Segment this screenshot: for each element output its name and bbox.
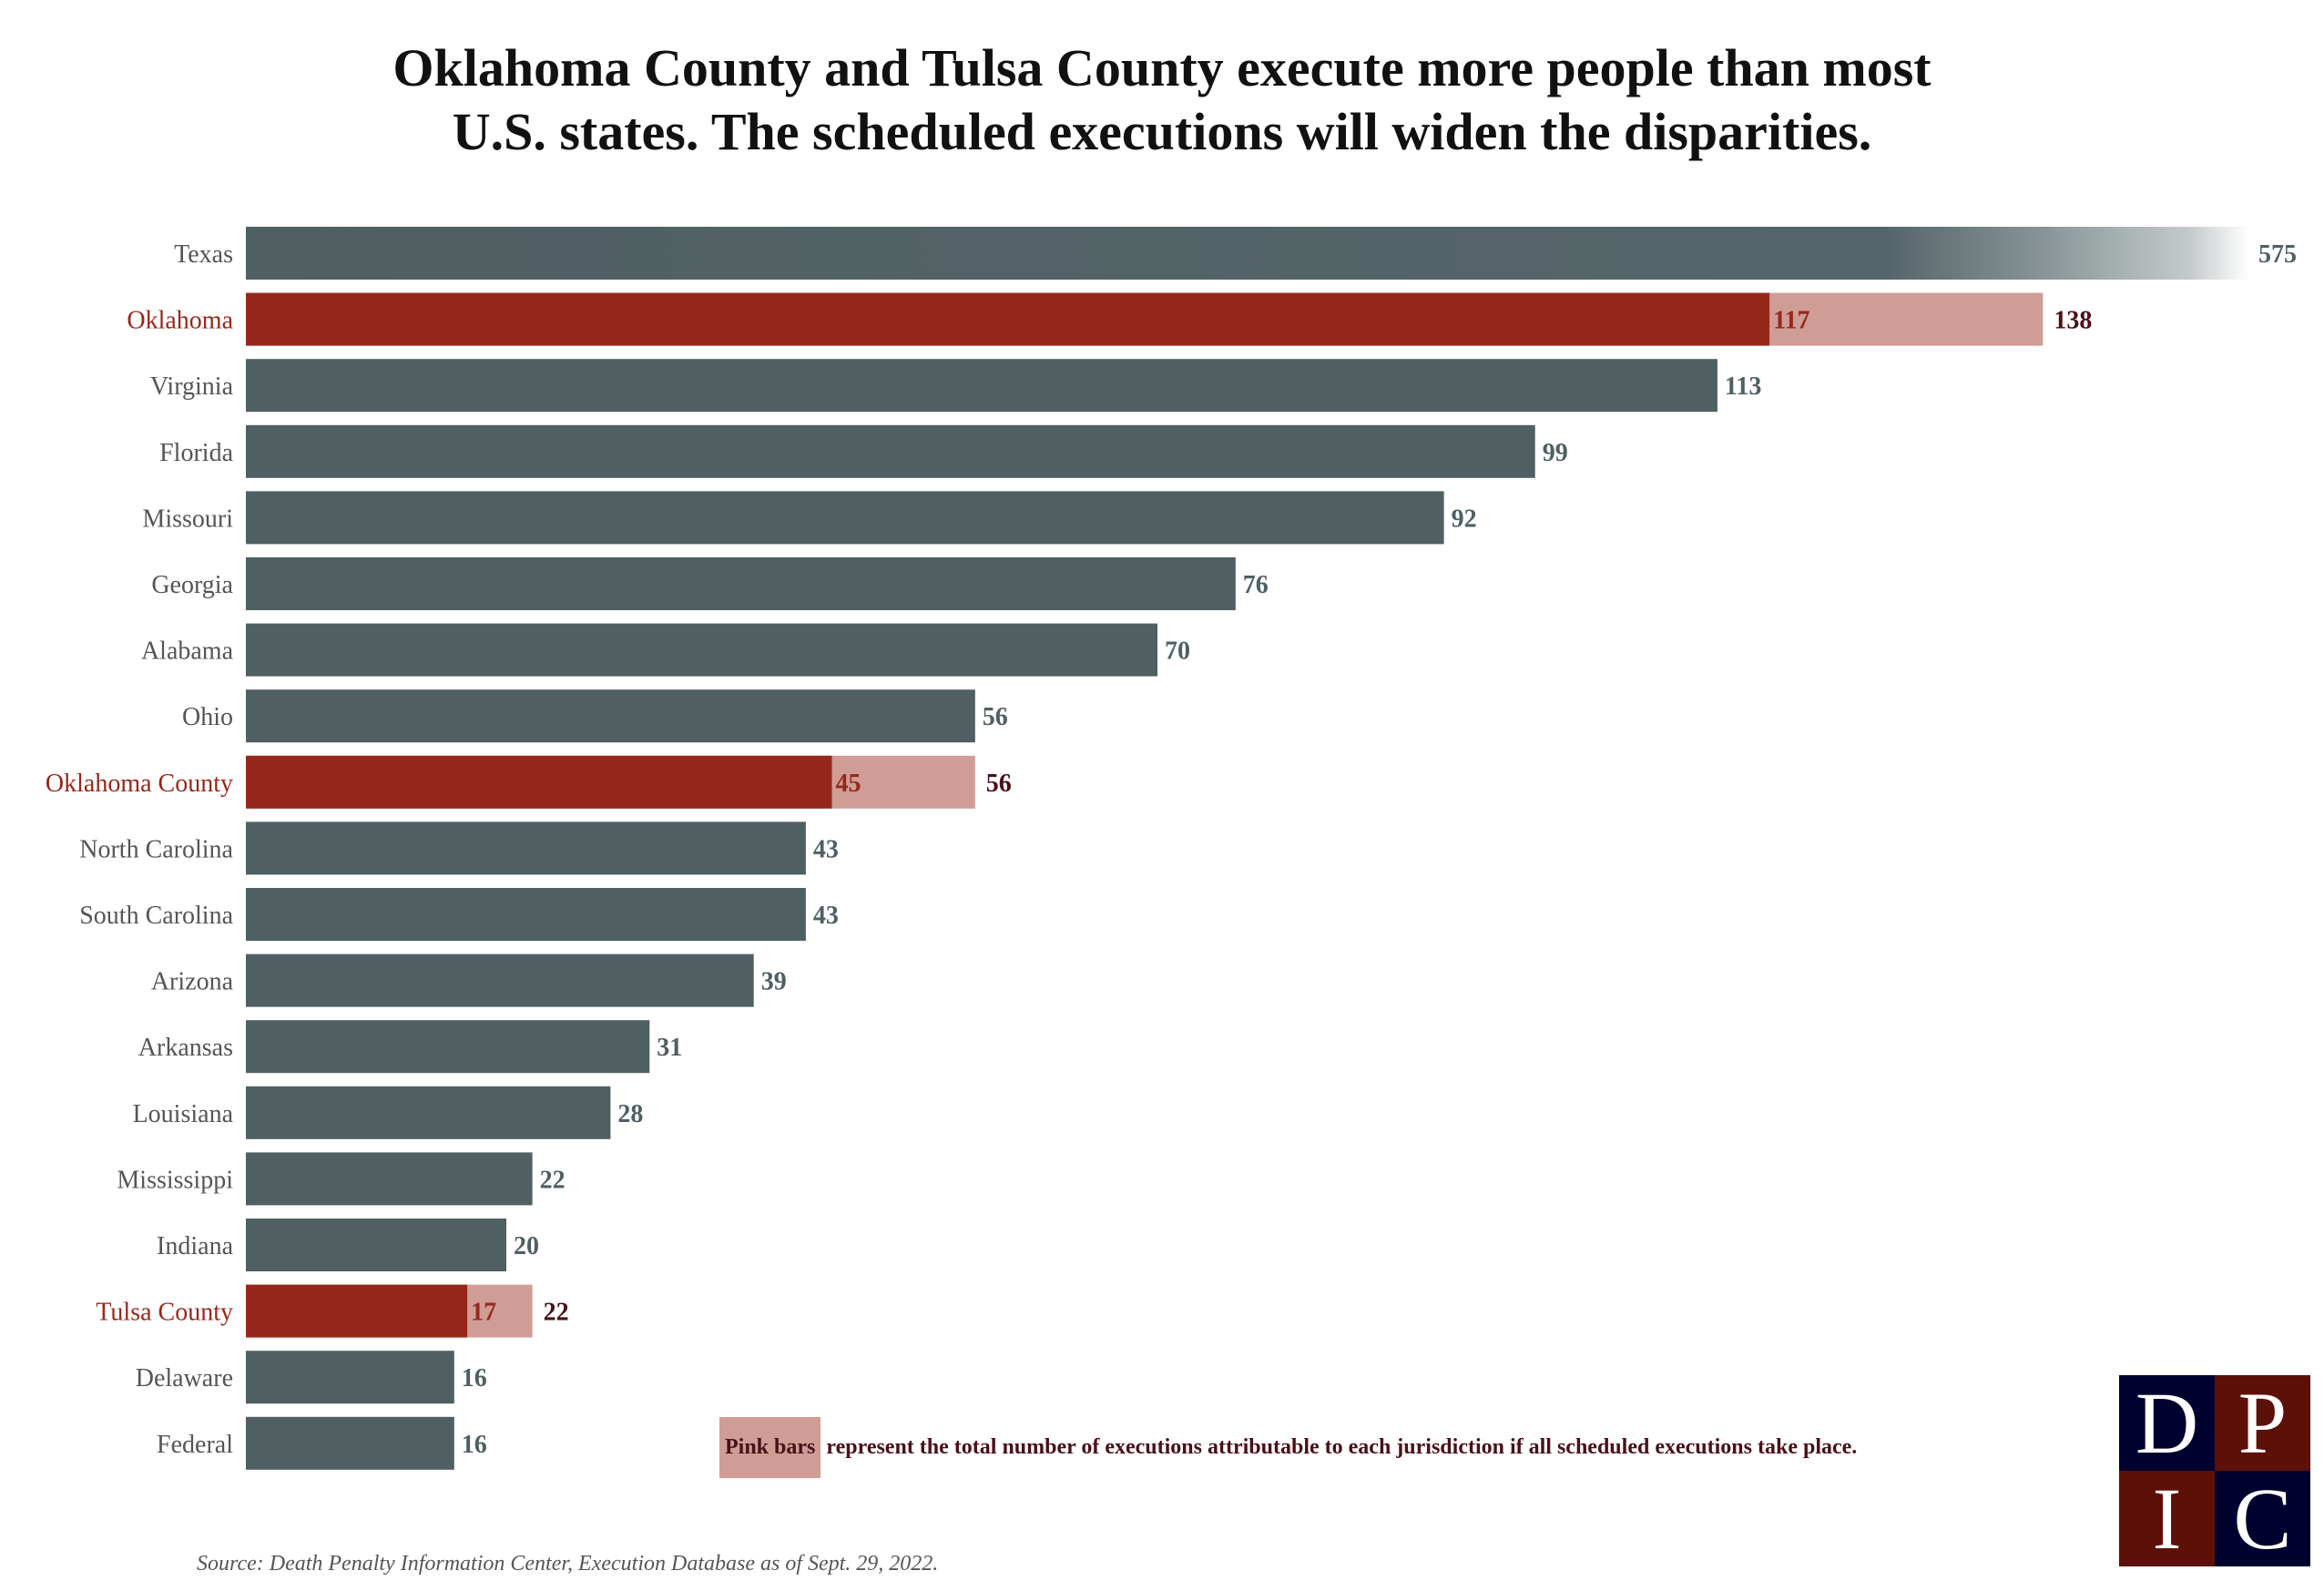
bar xyxy=(246,1086,611,1139)
logo-letter: D xyxy=(2119,1375,2215,1471)
bar xyxy=(246,888,806,941)
category-label: Alabama xyxy=(141,638,234,666)
source-note: Source: Death Penalty Information Center… xyxy=(197,1552,939,1576)
value-label: 20 xyxy=(514,1232,539,1260)
bar xyxy=(246,689,975,743)
category-label: North Carolina xyxy=(79,835,233,863)
category-label: Federal xyxy=(157,1431,233,1459)
value-label: 22 xyxy=(540,1166,566,1194)
category-label: Arizona xyxy=(151,968,234,996)
category-label: Indiana xyxy=(157,1232,234,1260)
bar xyxy=(246,557,1236,610)
bar xyxy=(246,1219,506,1271)
value-label: 31 xyxy=(657,1034,682,1062)
bar xyxy=(246,821,806,875)
category-label: Arkansas xyxy=(138,1034,233,1062)
logo-letter: P xyxy=(2215,1375,2310,1471)
legend-swatch: Pink bars xyxy=(719,1417,821,1478)
value-label: 99 xyxy=(1543,439,1568,467)
value-label: 43 xyxy=(813,835,839,863)
category-label: Texas xyxy=(174,240,233,269)
total-value-label: 56 xyxy=(986,770,1012,798)
bar xyxy=(246,755,832,809)
bar xyxy=(246,1351,454,1404)
logo-letter: C xyxy=(2215,1471,2310,1566)
value-label: 16 xyxy=(462,1364,487,1392)
bar xyxy=(246,1416,454,1470)
bar xyxy=(246,359,1718,413)
chart-title-line-1: Oklahoma County and Tulsa County execute… xyxy=(392,38,1932,97)
value-label: 17 xyxy=(471,1299,496,1327)
bar xyxy=(246,1284,468,1338)
category-label: Louisiana xyxy=(133,1100,234,1128)
value-label: 43 xyxy=(813,902,839,930)
category-label: Ohio xyxy=(182,703,233,731)
category-label: Tulsa County xyxy=(96,1299,233,1327)
bar xyxy=(246,1152,533,1206)
value-label: 16 xyxy=(462,1431,487,1459)
value-label: 56 xyxy=(983,703,1008,731)
bar xyxy=(246,623,1157,677)
value-label: 117 xyxy=(1773,307,1809,335)
value-label: 28 xyxy=(617,1100,643,1128)
value-label: 575 xyxy=(2258,240,2297,269)
legend: Pink bars represent the total number of … xyxy=(719,1417,1857,1478)
bar xyxy=(246,1020,650,1074)
chart-title: Oklahoma County and Tulsa County execute… xyxy=(0,36,2324,164)
category-label: South Carolina xyxy=(79,902,233,930)
bar xyxy=(246,292,1770,346)
value-label: 45 xyxy=(836,770,861,798)
category-label: Georgia xyxy=(151,571,233,599)
logo-letter: I xyxy=(2119,1471,2215,1566)
category-label: Oklahoma County xyxy=(46,770,233,798)
bar xyxy=(246,954,754,1007)
total-value-label: 22 xyxy=(544,1299,569,1327)
value-label: 92 xyxy=(1452,505,1477,533)
value-label: 39 xyxy=(761,968,787,996)
bar xyxy=(246,227,2249,280)
category-label: Missouri xyxy=(142,505,233,533)
legend-text: represent the total number of executions… xyxy=(826,1435,1858,1459)
chart-title-line-2: U.S. states. The scheduled executions wi… xyxy=(452,102,1872,161)
value-label: 76 xyxy=(1243,571,1269,599)
value-label: 70 xyxy=(1165,638,1190,666)
bar xyxy=(246,491,1444,545)
dpic-logo: D P I C xyxy=(2119,1375,2310,1566)
value-label: 113 xyxy=(1725,372,1761,401)
total-value-label: 138 xyxy=(2054,307,2092,335)
category-label: Florida xyxy=(159,439,233,467)
category-label: Mississippi xyxy=(117,1166,233,1194)
bar xyxy=(246,424,1535,478)
category-label: Virginia xyxy=(150,372,234,401)
category-label: Delaware xyxy=(136,1364,233,1392)
category-label: Oklahoma xyxy=(127,307,233,335)
